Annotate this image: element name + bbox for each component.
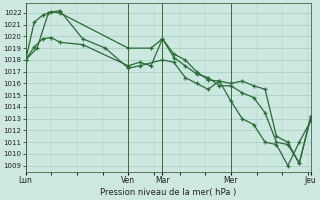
X-axis label: Pression niveau de la mer( hPa ): Pression niveau de la mer( hPa ) — [100, 188, 236, 197]
